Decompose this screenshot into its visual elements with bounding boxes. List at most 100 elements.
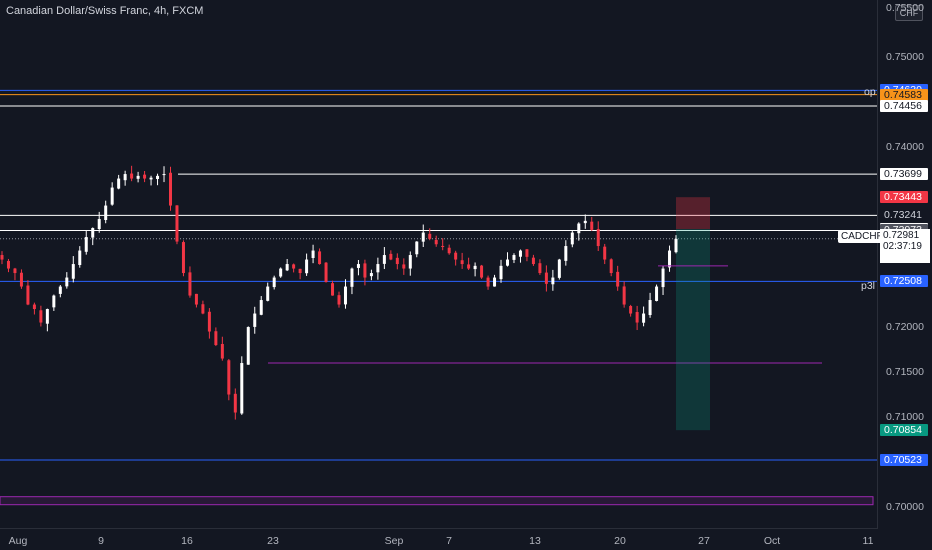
candle-body (486, 277, 490, 287)
candle-body (428, 233, 432, 239)
price-axis-tag: 0.70854 (880, 424, 928, 437)
candle-body (382, 255, 386, 264)
time-axis-label: Oct (763, 535, 781, 547)
candle-body (596, 229, 600, 247)
candle-body (45, 309, 49, 324)
candle-body (253, 313, 257, 327)
time-axis-label: 16 (181, 535, 193, 547)
candle-body (65, 277, 69, 287)
candle-body (318, 251, 322, 265)
candle-body (415, 241, 419, 255)
candle-body (642, 313, 646, 323)
candle-body (512, 255, 516, 260)
time-axis-label: 23 (267, 535, 279, 547)
price-axis-label: 0.75000 (886, 51, 924, 64)
chart-title: Canadian Dollar/Swiss Franc, 4h, FXCM (6, 5, 204, 17)
candle-body (188, 272, 192, 296)
candle-body (227, 360, 231, 395)
candle-body (26, 285, 30, 305)
candle-body (648, 300, 652, 316)
candle-body (123, 174, 127, 181)
candle-body (506, 259, 509, 266)
candle-body (110, 187, 114, 205)
candle-body (181, 242, 185, 274)
candle-body (201, 304, 205, 314)
currency-button[interactable]: CHF (895, 5, 923, 21)
price-axis-tag: 0.73241 (880, 209, 928, 222)
candle-body (78, 250, 82, 266)
candle-body (97, 219, 101, 229)
candle-body (266, 286, 270, 301)
candle-body (233, 393, 237, 413)
candle-body (480, 265, 484, 278)
last-price: 0.72981 (883, 230, 920, 241)
candle-body (622, 286, 626, 305)
candle-body (473, 265, 477, 270)
candle-body (292, 264, 296, 269)
candle-body (162, 174, 166, 176)
candle-body (143, 174, 147, 179)
candle-body (674, 238, 678, 253)
time-axis-label: 7 (446, 535, 452, 547)
position-tool-layer[interactable] (676, 197, 710, 431)
last-price-box: 0.72981 02:37:19 (880, 229, 930, 263)
price-axis-label: 0.74000 (886, 141, 924, 154)
candle-body (156, 175, 160, 179)
candle-body (259, 300, 263, 315)
candle-body (71, 264, 75, 279)
candle-body (421, 232, 425, 242)
candle-body (408, 255, 412, 269)
time-axis-label: 11 (862, 535, 874, 547)
price-axis-tag: 0.72508 (880, 275, 928, 288)
candle-body (635, 312, 639, 323)
price-axis-tag: 0.70523 (880, 453, 928, 466)
candle-body (493, 277, 497, 287)
time-axis-label: 13 (529, 535, 541, 547)
candle-body (84, 237, 88, 252)
candle-body (356, 264, 360, 268)
candle-body (343, 286, 347, 305)
candle-body (331, 283, 335, 296)
price-axis-label: 0.71000 (886, 411, 924, 424)
candle-body (661, 268, 665, 288)
candle-body (454, 252, 458, 260)
candles-layer (0, 165, 678, 420)
candle-body (441, 245, 445, 247)
candle-body (434, 239, 438, 245)
price-axis-tag: 0.73443 (880, 191, 928, 204)
candle-body (13, 268, 17, 274)
candle-body (240, 363, 244, 414)
candle-body (447, 247, 451, 254)
candle-body (214, 331, 218, 346)
candle-body (499, 265, 503, 280)
candle-body (544, 272, 548, 284)
candle-body (207, 311, 211, 332)
candle-body (551, 277, 555, 285)
candle-body (91, 228, 95, 238)
price-axis-tag: 0.74456 (880, 100, 928, 113)
candle-body (531, 257, 535, 265)
candle-body (272, 277, 276, 288)
candle-body (285, 264, 289, 271)
candle-body (130, 173, 134, 179)
candle-body (629, 306, 633, 314)
candle-body (175, 205, 179, 242)
candle-body (305, 259, 309, 274)
candle-body (0, 255, 4, 260)
purple-zone-rect (0, 496, 874, 506)
candle-body (311, 250, 315, 259)
time-axis-label: 20 (614, 535, 626, 547)
candle-body (395, 257, 399, 265)
candle-body (389, 253, 393, 260)
candle-body (117, 178, 121, 189)
candle-body (169, 172, 172, 206)
candle-body (570, 232, 574, 245)
candle-body (557, 259, 561, 278)
candle-body (149, 177, 153, 180)
time-axis-label: Aug (8, 535, 28, 547)
line-label-p3l: p3l (861, 280, 876, 292)
candle-body (376, 264, 380, 273)
candle-body (616, 271, 620, 287)
candle-body (518, 250, 522, 257)
